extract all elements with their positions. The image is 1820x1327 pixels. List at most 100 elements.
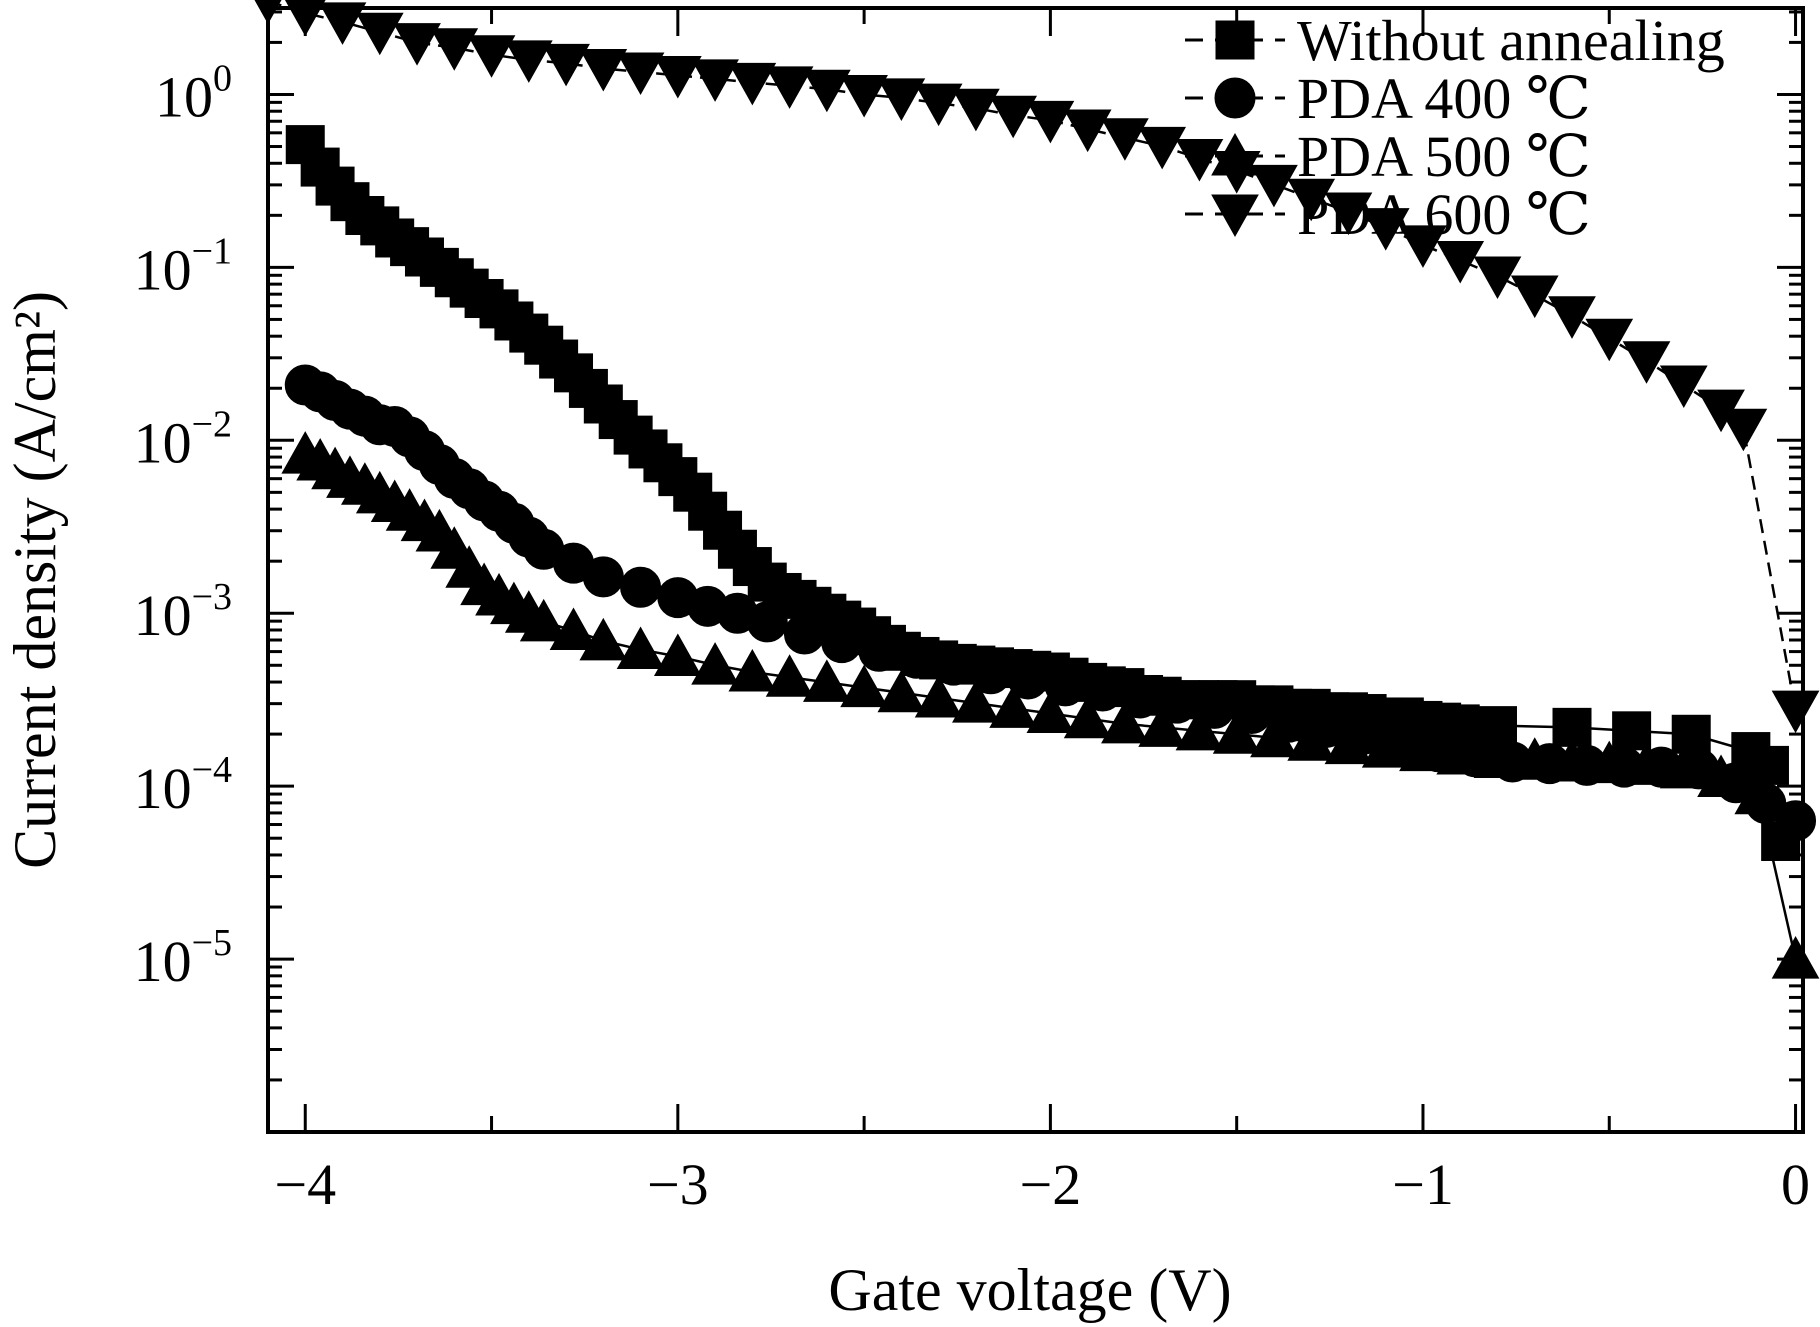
data-point: [840, 664, 888, 708]
data-point: [1212, 711, 1261, 754]
legend-marker: [1214, 77, 1256, 119]
data-point: [1063, 695, 1112, 739]
data-point: [504, 40, 553, 83]
data-point: [1250, 714, 1298, 758]
data-point: [1719, 408, 1768, 452]
legend-label: Without annealing: [1297, 8, 1725, 73]
data-point: [1101, 118, 1149, 161]
data-point: [1659, 365, 1708, 408]
data-point: [858, 630, 900, 672]
data-point: [1548, 296, 1596, 339]
series-3: [254, 0, 1820, 734]
data-point: [989, 685, 1037, 728]
data-point: [467, 35, 516, 78]
data-point: [1697, 754, 1745, 798]
data-point: [803, 659, 851, 702]
data-point: [616, 52, 665, 96]
data-point: [765, 654, 814, 697]
y-axis-title: Current density (A/cm²): [2, 291, 68, 869]
data-point: [1175, 138, 1224, 182]
data-point: [653, 633, 702, 676]
legend-label: PDA 600 ℃: [1297, 182, 1591, 247]
data-point: [430, 28, 479, 71]
data-point: [1585, 740, 1634, 784]
data-point: [1287, 178, 1336, 222]
data-point: [318, 2, 367, 45]
y-tick-label: 10−2: [134, 403, 232, 475]
data-point: [1622, 742, 1671, 785]
x-axis: −4 −3 −2 −1 0: [274, 8, 1810, 1217]
legend-marker: [1215, 20, 1255, 60]
data-point: [877, 78, 926, 121]
data-point: [1671, 714, 1711, 754]
data-point: [284, 0, 326, 37]
data-point: [691, 642, 739, 685]
legend-label: PDA 400 ℃: [1297, 66, 1591, 131]
series-2: [281, 431, 1820, 979]
data-point: [1734, 771, 1783, 815]
x-tick-label: −2: [1020, 1152, 1082, 1217]
legend-item: PDA 400 ℃: [1185, 66, 1591, 131]
data-point: [1622, 341, 1671, 384]
data-point: [653, 55, 702, 99]
data-point: [821, 622, 863, 664]
data-point: [620, 566, 662, 608]
y-tick-label: 10−5: [134, 922, 232, 994]
data-point: [1361, 208, 1410, 251]
data-point: [1361, 725, 1410, 768]
legend-item: PDA 500 ℃: [1185, 124, 1591, 189]
data-point: [1436, 732, 1485, 775]
data-point: [1324, 192, 1373, 236]
series-layer: [254, 0, 1820, 979]
data-point: [1612, 711, 1652, 751]
data-point: [355, 12, 404, 56]
y-tick-label: 10−4: [134, 749, 232, 821]
data-point: [1510, 737, 1559, 780]
data-point: [728, 62, 777, 106]
data-point: [1585, 318, 1634, 362]
plot-border: [266, 6, 1805, 1134]
y-axis: 10110010−110−210−310−410−5: [134, 10, 1803, 1134]
x-axis-title: Gate voltage (V): [828, 1257, 1231, 1323]
legend-item: Without annealing: [1185, 8, 1725, 73]
legend-marker: [1211, 132, 1259, 176]
data-point: [1101, 700, 1149, 744]
data-point: [1771, 936, 1820, 979]
data-point: [1510, 275, 1559, 319]
data-point: [579, 617, 628, 661]
y-tick-label: 10−3: [134, 576, 232, 648]
data-point: [1548, 738, 1596, 782]
data-point: [393, 23, 441, 66]
plot-frame: [266, 6, 1805, 1134]
data-point: [1775, 800, 1817, 842]
data-point: [616, 626, 665, 670]
data-point: [1399, 225, 1447, 268]
data-point: [1250, 164, 1298, 208]
data-point: [765, 66, 814, 109]
data-point: [691, 59, 739, 102]
data-point: [952, 88, 1000, 132]
data-point: [1138, 126, 1187, 170]
data-point: [579, 49, 628, 92]
data-point: [746, 601, 788, 643]
data-point: [1287, 718, 1336, 761]
legend-label: PDA 500 ℃: [1297, 124, 1591, 189]
data-point: [989, 95, 1037, 139]
data-point: [1399, 728, 1447, 772]
data-point: [1436, 240, 1485, 284]
x-tick-label: −1: [1392, 1152, 1454, 1217]
data-point: [254, 0, 282, 25]
data-point: [1473, 735, 1522, 778]
data-point: [1771, 690, 1820, 734]
data-point: [1659, 745, 1708, 789]
x-tick-label: −4: [274, 1152, 336, 1217]
y-tick-label: 10−1: [134, 230, 232, 302]
data-point: [877, 669, 926, 713]
series-line: [267, 0, 1797, 711]
data-point: [1175, 707, 1224, 751]
y-tick-label: 100: [155, 57, 232, 129]
data-point: [542, 43, 590, 87]
data-point: [1026, 690, 1075, 734]
